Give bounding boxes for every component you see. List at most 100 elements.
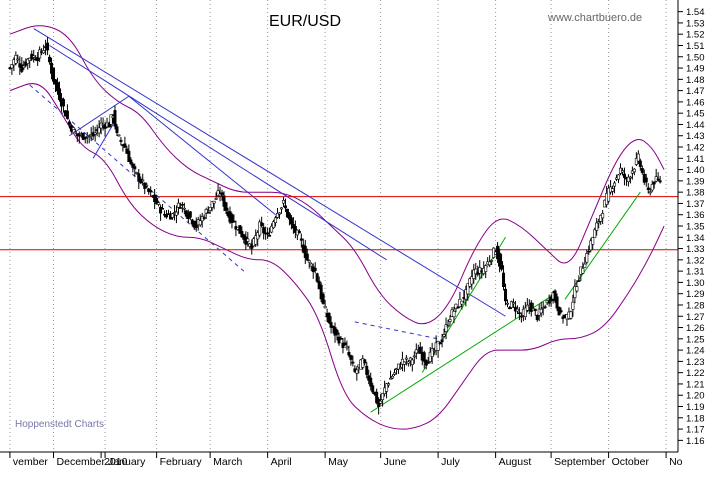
price-candle-body <box>260 222 264 227</box>
price-candle-body <box>335 329 339 335</box>
price-candle-body <box>129 159 133 164</box>
price-candle-body <box>42 50 46 54</box>
price-candle-body <box>299 238 303 241</box>
y-tick-label: 1.34 <box>686 233 705 244</box>
price-candle-body <box>220 192 224 195</box>
price-candle-body <box>313 267 317 271</box>
price-candle-body <box>517 312 521 315</box>
price-candle-body <box>280 207 284 210</box>
price-candle-body <box>315 273 319 282</box>
price-candle-body <box>176 202 180 208</box>
y-tick-label: 1.16 <box>686 436 705 447</box>
x-tick-label: vember <box>13 456 49 468</box>
price-candle-body <box>571 301 575 310</box>
price-candle-body <box>511 302 515 305</box>
price-candle-body <box>349 355 353 360</box>
price-candle-body <box>371 385 375 393</box>
price-candle-body <box>502 272 506 287</box>
y-tick-label: 1.53 <box>686 18 705 29</box>
price-candle-body <box>216 190 220 197</box>
price-candle-body <box>533 308 537 312</box>
price-candle-body <box>402 361 406 365</box>
lower-band <box>9 83 665 430</box>
price-candle-body <box>408 357 412 361</box>
y-tick-label: 1.37 <box>686 199 705 210</box>
price-candle-body <box>113 110 117 127</box>
price-candle-body <box>636 153 640 162</box>
price-candle-body <box>561 316 565 319</box>
price-candle-body <box>38 49 42 59</box>
price-candle-body <box>256 232 260 240</box>
x-tick-label: October <box>612 456 650 468</box>
price-candle-body <box>464 289 468 300</box>
price-candle-body <box>161 208 165 210</box>
price-candle-body <box>504 288 508 302</box>
price-candle-body <box>32 55 36 58</box>
price-candle-body <box>581 268 585 274</box>
price-candle-body <box>46 42 50 51</box>
trend-line <box>33 28 506 317</box>
price-candle-body <box>137 173 141 182</box>
price-candle-body <box>488 261 492 266</box>
price-candle-body <box>289 217 293 225</box>
price-candle-body <box>472 269 476 279</box>
price-candle-body <box>155 197 159 205</box>
price-candle-body <box>274 217 278 223</box>
price-candle-body <box>133 166 137 170</box>
y-tick-label: 1.39 <box>686 176 705 187</box>
price-candle-body <box>319 284 323 300</box>
price-candle-body <box>343 342 347 346</box>
price-candle-body <box>258 221 262 236</box>
price-candle-body <box>442 334 446 337</box>
price-candle-body <box>145 184 149 187</box>
price-candle-body <box>309 263 313 267</box>
price-candle-body <box>430 348 434 357</box>
trend-line <box>49 45 387 261</box>
price-candle-body <box>101 124 105 126</box>
price-candle-body <box>519 315 523 318</box>
price-candle-body <box>238 225 242 234</box>
y-tick-label: 1.42 <box>686 143 705 154</box>
price-candle-body <box>214 198 218 200</box>
trendlines <box>0 28 678 413</box>
price-candle-body <box>250 243 254 249</box>
price-candle-body <box>650 184 654 191</box>
price-candle-body <box>262 227 266 234</box>
y-tick-label: 1.22 <box>686 368 705 379</box>
price-candle-body <box>178 207 182 209</box>
price-candle-body <box>57 88 61 100</box>
price-candle-body <box>573 286 577 298</box>
y-tick-label: 1.25 <box>686 334 705 345</box>
price-candle-body <box>387 383 391 386</box>
y-tick-label: 1.27 <box>686 312 705 323</box>
price-candle-body <box>438 342 442 345</box>
price-candle-body <box>365 365 369 375</box>
price-candle-body <box>509 301 513 308</box>
price-candle-body <box>240 230 244 238</box>
price-candle-body <box>559 310 563 313</box>
y-tick-label: 1.23 <box>686 357 705 368</box>
price-candle-body <box>587 250 591 253</box>
price-candle-body <box>591 237 595 245</box>
price-candle-body <box>634 158 638 165</box>
x-tick-label: February <box>160 456 203 468</box>
price-candle-body <box>212 200 216 204</box>
price-candle-body <box>329 322 333 328</box>
y-tick-label: 1.41 <box>686 154 705 165</box>
price-candle-body <box>396 363 400 370</box>
price-candle-body <box>305 253 309 261</box>
price-candle-body <box>484 265 488 272</box>
price-candle-body <box>208 206 212 211</box>
price-candle-body <box>466 283 470 295</box>
trend-line <box>69 95 130 137</box>
upper-band <box>9 25 665 325</box>
price-candle-body <box>206 211 210 214</box>
price-candle-body <box>272 221 276 228</box>
y-tick-label: 1.32 <box>686 255 705 266</box>
price-candle-body <box>117 134 121 137</box>
price-candle-body <box>426 362 430 364</box>
trend-line <box>564 191 641 300</box>
price-candle-body <box>48 56 52 63</box>
price-candle-body <box>135 172 139 174</box>
price-candle-body <box>52 67 56 82</box>
